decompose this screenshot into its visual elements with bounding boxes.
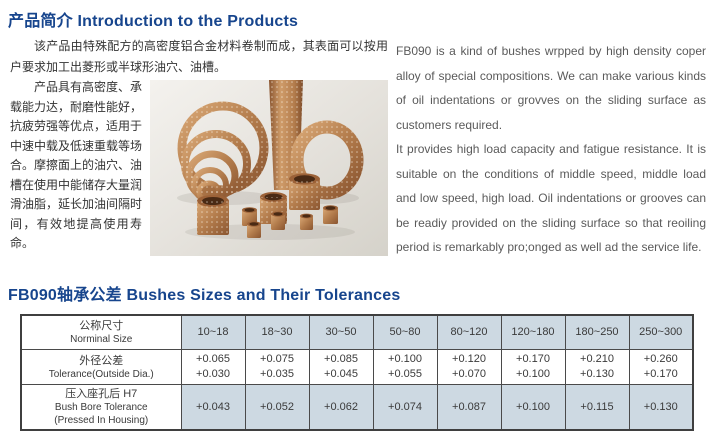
tolerance-table: 公称尺寸 Norminal Size 10~18 18~30 30~50 50~… — [20, 314, 694, 431]
tolerance-cell: +0.130 — [629, 385, 693, 431]
size-range-cell: 120~180 — [501, 315, 565, 350]
outside-dia-tolerance-row: 外径公差 Tolerance(Outside Dia.) +0.065+0.03… — [21, 350, 693, 385]
product-photo — [150, 80, 388, 256]
row-label-cell: 压入座孔后 H7 Bush Bore Tolerance (Pressed In… — [21, 385, 181, 431]
upper-tolerance: +0.100 — [375, 352, 436, 367]
tolerance-cell: +0.085+0.045 — [309, 350, 373, 385]
lower-tolerance: +0.035 — [247, 367, 308, 382]
size-range-cell: 50~80 — [373, 315, 437, 350]
upper-tolerance: +0.085 — [311, 352, 372, 367]
row-label-en: Bush Bore Tolerance — [23, 401, 180, 414]
lower-tolerance: +0.055 — [375, 367, 436, 382]
tolerance-cell: +0.170+0.100 — [501, 350, 565, 385]
tolerance-cell: +0.062 — [309, 385, 373, 431]
introduction-section: 该产品由特殊配方的高密度铝合金材料卷制而成，其表面可以按用户要求加工出菱形或半球… — [0, 31, 712, 260]
section-title-tolerances: FB090轴承公差 Bushes Sizes and Their Toleran… — [0, 274, 712, 305]
tolerance-cell: +0.074 — [373, 385, 437, 431]
tolerance-cell: +0.087 — [437, 385, 501, 431]
lower-tolerance: +0.170 — [631, 367, 692, 382]
size-range-cell: 80~120 — [437, 315, 501, 350]
row-label-zh: 外径公差 — [23, 354, 180, 368]
tolerance-cell: +0.065+0.030 — [181, 350, 245, 385]
lower-tolerance: +0.100 — [503, 367, 564, 382]
header-label-cell: 公称尺寸 Norminal Size — [21, 315, 181, 350]
upper-tolerance: +0.065 — [183, 352, 244, 367]
upper-tolerance: +0.210 — [567, 352, 628, 367]
table-header-row: 公称尺寸 Norminal Size 10~18 18~30 30~50 50~… — [21, 315, 693, 350]
lower-tolerance: +0.130 — [567, 367, 628, 382]
english-intro-column: FB090 is a kind of bushes wrpped by high… — [396, 36, 706, 260]
chinese-paragraph-1: 该产品由特殊配方的高密度铝合金材料卷制而成，其表面可以按用户要求加工出菱形或半球… — [10, 36, 388, 78]
photo-text-wrap: 产品具有高密度、承载能力达，耐磨性能好，抗疲劳强等优点，适用于中速中载及低速重载… — [10, 78, 388, 258]
size-range-cell: 250~300 — [629, 315, 693, 350]
chinese-intro-column: 该产品由特殊配方的高密度铝合金材料卷制而成，其表面可以按用户要求加工出菱形或半球… — [10, 36, 388, 260]
size-range-cell: 18~30 — [245, 315, 309, 350]
size-range-cell: 180~250 — [565, 315, 629, 350]
upper-tolerance: +0.260 — [631, 352, 692, 367]
english-paragraph-1: FB090 is a kind of bushes wrpped by high… — [396, 39, 706, 137]
size-range-cell: 10~18 — [181, 315, 245, 350]
tolerance-cell: +0.052 — [245, 385, 309, 431]
tolerance-cell: +0.115 — [565, 385, 629, 431]
bush-bore-tolerance-row: 压入座孔后 H7 Bush Bore Tolerance (Pressed In… — [21, 385, 693, 431]
row-label-cell: 外径公差 Tolerance(Outside Dia.) — [21, 350, 181, 385]
size-range-cell: 30~50 — [309, 315, 373, 350]
english-paragraph-2: It provides high load capacity and fatig… — [396, 137, 706, 260]
header-label-en: Norminal Size — [23, 333, 180, 346]
tolerance-cell: +0.100 — [501, 385, 565, 431]
upper-tolerance: +0.075 — [247, 352, 308, 367]
header-label-zh: 公称尺寸 — [23, 319, 180, 333]
upper-tolerance: +0.120 — [439, 352, 500, 367]
lower-tolerance: +0.070 — [439, 367, 500, 382]
tolerance-cell: +0.075+0.035 — [245, 350, 309, 385]
tolerance-cell: +0.260+0.170 — [629, 350, 693, 385]
row-label-en2: (Pressed In Housing) — [23, 414, 180, 427]
row-label-zh: 压入座孔后 H7 — [23, 387, 180, 401]
tolerance-cell: +0.100+0.055 — [373, 350, 437, 385]
row-label-en: Tolerance(Outside Dia.) — [23, 368, 180, 381]
lower-tolerance: +0.030 — [183, 367, 244, 382]
tolerance-cell: +0.120+0.070 — [437, 350, 501, 385]
upper-tolerance: +0.170 — [503, 352, 564, 367]
tolerance-cell: +0.043 — [181, 385, 245, 431]
tolerance-cell: +0.210+0.130 — [565, 350, 629, 385]
section-title-introduction: 产品简介 Introduction to the Products — [0, 0, 712, 31]
lower-tolerance: +0.045 — [311, 367, 372, 382]
